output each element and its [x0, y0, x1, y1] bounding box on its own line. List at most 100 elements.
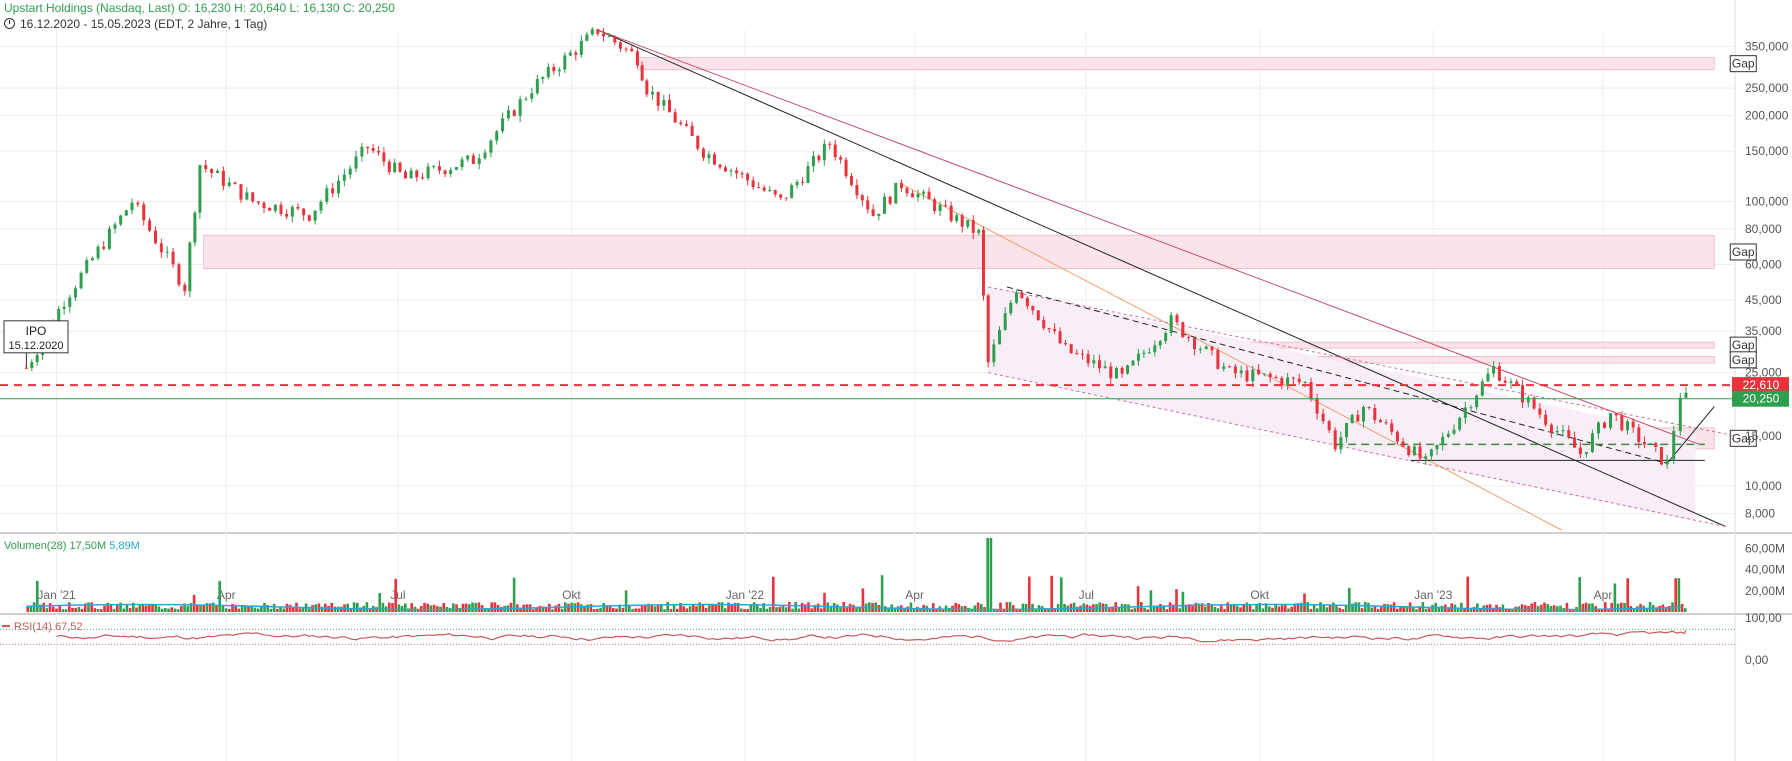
volume-bar [352, 602, 356, 612]
volume-moving-average [26, 603, 1683, 611]
candle-body [1147, 352, 1151, 354]
volume-bar [87, 602, 90, 612]
volume-bar [932, 603, 935, 612]
volume-bar [180, 606, 183, 612]
volume-bar [1124, 604, 1127, 612]
volume-bar [1440, 605, 1444, 612]
candle-body [1003, 313, 1007, 330]
volume-bar [999, 602, 1002, 612]
candle-body [68, 297, 72, 307]
candle-body [651, 91, 655, 95]
candle-body [1153, 345, 1157, 353]
volume-bar [1207, 603, 1210, 612]
volume-bar [282, 608, 286, 612]
volume-bar [640, 606, 644, 612]
price-level-tag [1732, 377, 1789, 394]
gap-label: Gap [1732, 57, 1755, 71]
volume-bar [1216, 608, 1220, 612]
volume-bar [1152, 606, 1156, 612]
candle-body [1350, 414, 1354, 423]
candle-body [541, 77, 545, 80]
volume-bar [816, 603, 820, 612]
volume-bar [1236, 606, 1239, 612]
candle-body [877, 213, 881, 216]
volume-bar [1626, 578, 1630, 612]
candle-body [613, 36, 617, 43]
candle-body [944, 205, 948, 207]
x-tick-label: Jan '23 [1414, 588, 1453, 602]
candle-body [1036, 310, 1040, 320]
volume-bar [266, 604, 270, 612]
volume-bar [157, 606, 161, 612]
volume-bar [416, 608, 420, 612]
volume-bar [1668, 605, 1671, 612]
candle-body [768, 190, 772, 192]
ipo-label: IPO [26, 324, 47, 338]
volume-bar [1332, 602, 1335, 612]
candle-body [1390, 423, 1394, 432]
volume-bar [215, 605, 218, 612]
candle-body [1309, 381, 1313, 399]
volume-bar [596, 608, 599, 612]
volume-bar [263, 602, 266, 612]
volume-bar [298, 608, 302, 612]
candle-body [227, 182, 231, 186]
candle-body [420, 177, 424, 179]
volume-bar [845, 606, 849, 612]
volume-bar [349, 608, 353, 612]
volume-bar [1280, 605, 1284, 612]
gap-label: Gap [1732, 338, 1755, 352]
candle-body [1109, 366, 1113, 379]
volume-bar [986, 538, 990, 612]
axis-labels: Jan '21 Apr Jul Okt Jan '22 Apr Jul Okt Jan '23 A… [37, 40, 1788, 602]
volume-bar [1364, 601, 1367, 612]
candle-body [574, 52, 578, 55]
volume-bar [455, 604, 458, 612]
volume-bar [125, 603, 129, 612]
candle-body [148, 220, 152, 231]
candle-body [153, 230, 157, 244]
volume-bar [1050, 575, 1054, 612]
candle-body [1181, 322, 1185, 337]
volume-bar [1664, 608, 1668, 612]
candle-body [546, 66, 550, 78]
volume-bar [1136, 586, 1140, 612]
volume-bar [532, 609, 535, 612]
volume-bar [1373, 605, 1377, 612]
volume-bar [1076, 606, 1079, 612]
volume-bar [288, 604, 292, 612]
volume-bar [1018, 609, 1022, 612]
volume-bar [788, 602, 791, 612]
candle-body [188, 242, 192, 292]
volume-bar [199, 604, 202, 612]
volume-bar [1028, 576, 1031, 612]
volume-bar [164, 608, 167, 612]
candle-body [1257, 369, 1261, 375]
volume-bar [1367, 602, 1370, 612]
volume-bar [909, 602, 913, 612]
trend-line [988, 286, 1736, 437]
candle-body [426, 166, 430, 179]
volume-bar [256, 608, 260, 612]
volume-bar [1197, 603, 1201, 612]
volume-bar [1264, 603, 1268, 612]
candle-body [844, 159, 848, 177]
candle-body [1480, 381, 1484, 396]
candle-body [454, 167, 458, 170]
candle-body [319, 201, 323, 211]
volume-bar [1319, 602, 1322, 612]
candle-body [73, 288, 77, 298]
candle-body [986, 295, 990, 363]
volume-bar [743, 609, 746, 612]
candle-body [1251, 369, 1255, 382]
candle-body [784, 197, 788, 199]
volume-bar [1418, 606, 1422, 612]
candle-body [398, 162, 402, 172]
volume-bar [1303, 593, 1306, 612]
y-tick-label: 80,000 [1745, 222, 1782, 236]
volume-bar [695, 606, 698, 612]
candle-body [415, 170, 419, 178]
candle-body [142, 204, 146, 221]
